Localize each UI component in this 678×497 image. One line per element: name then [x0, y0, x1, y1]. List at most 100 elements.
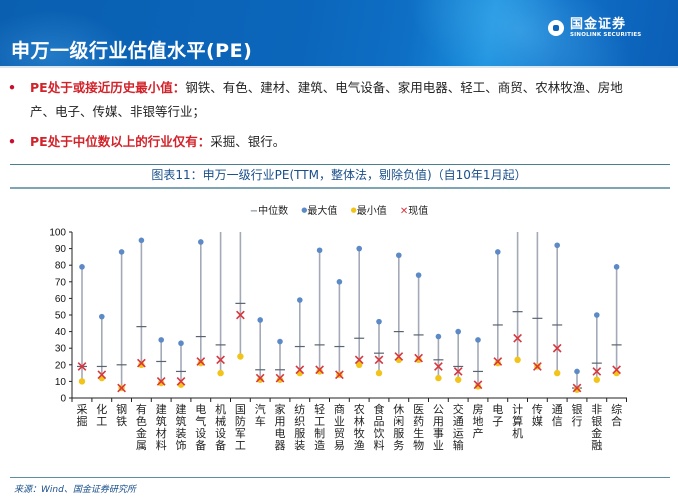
current-point	[374, 355, 384, 365]
source-note: 来源：Wind、国金证券研究所	[14, 485, 136, 495]
x-tick-label: 服	[393, 427, 404, 440]
current-point	[493, 357, 503, 366]
y-tick-label: 100	[49, 228, 66, 239]
min-point	[217, 369, 224, 377]
logo-cn: 国金证券	[570, 17, 627, 32]
current-point	[414, 353, 423, 363]
min-point	[257, 376, 264, 383]
legend-min-label: 最小值	[356, 206, 387, 217]
min-point	[514, 356, 521, 364]
x-tick-label: 银	[591, 414, 602, 428]
bullet-list: • PE处于或接近历史最小值：钢铁、有色、建材、建筑、电气设备、家用电器、轻工、…	[8, 76, 673, 154]
x-tick-label: 贸	[334, 427, 345, 440]
x-tick-label: 设	[215, 427, 226, 440]
x-tick-label: 电	[492, 403, 503, 416]
y-tick-label: 60	[55, 294, 67, 305]
max-point	[99, 313, 105, 320]
max-point	[376, 318, 382, 325]
current-point	[552, 343, 562, 353]
min-point	[494, 359, 501, 367]
current-point	[434, 362, 443, 371]
current-point	[196, 357, 206, 366]
x-tick-label: 料	[156, 438, 167, 452]
x-tick-label: 材	[156, 426, 167, 440]
x-tick-label: 铁	[116, 415, 127, 428]
figure-title: 图表11：申万一级行业PE(TTM，整体法，剔除负值)（自10年1月起）	[151, 168, 527, 182]
min-marker-icon: ●	[350, 206, 357, 214]
current-point	[255, 373, 265, 383]
x-tick-label: 牧	[354, 426, 365, 440]
x-tick-label: 防	[235, 414, 246, 428]
min-point	[455, 376, 462, 383]
x-tick-label: 制	[314, 427, 325, 440]
x-tick-label: 食	[374, 402, 385, 416]
footer-divider	[10, 477, 670, 478]
min-point	[356, 361, 363, 368]
x-tick-label: 非	[591, 403, 602, 416]
x-tick-label: 金	[591, 426, 602, 440]
current-point	[315, 365, 324, 375]
x-tick-label: 化	[96, 402, 107, 416]
max-point	[118, 249, 125, 255]
x-tick-label: 产	[473, 426, 484, 440]
x-tick-label: 筑	[176, 414, 187, 428]
current-point	[77, 362, 87, 371]
bullet-dot-icon: •	[8, 80, 16, 95]
x-tick-label: 融	[591, 439, 602, 452]
legend-min: ●最小值	[351, 206, 387, 217]
x-tick-label: 掘	[77, 414, 88, 428]
x-tick-label: 建	[176, 402, 187, 416]
min-point	[474, 383, 482, 390]
x-tick-label: 备	[195, 438, 206, 452]
current-point	[156, 377, 166, 386]
x-tick-label: 闲	[393, 414, 404, 428]
min-point	[554, 369, 561, 377]
x-tick-label: 车	[255, 414, 266, 428]
current-point	[612, 365, 621, 375]
legend-max: ●最大值	[301, 206, 337, 217]
x-tick-label: 生	[413, 426, 424, 440]
logo-en: SINOLINK SECURITIES	[570, 32, 642, 38]
max-point	[316, 247, 323, 254]
min-point	[158, 379, 165, 387]
x-tick-label: 钢	[116, 403, 127, 416]
y-tick-label: 90	[55, 244, 67, 255]
header-divider	[0, 66, 678, 68]
x-tick-label: 信	[552, 415, 563, 428]
x-tick-label: 输	[453, 438, 464, 452]
x-tick-label: 设	[195, 427, 206, 440]
max-point	[178, 340, 184, 347]
x-tick-label: 用	[275, 415, 286, 428]
x-tick-label: 渔	[354, 439, 365, 452]
y-tick-label: 0	[60, 394, 66, 405]
x-tick-label: 药	[413, 415, 424, 428]
max-point	[574, 368, 580, 375]
max-point	[554, 242, 560, 249]
pe-range-chart: 0102030405060708090100采掘化工钢铁有色金属建筑材料建筑装饰…	[49, 228, 627, 452]
min-point	[593, 376, 600, 383]
x-tick-label: 计	[512, 403, 523, 416]
current-point	[513, 333, 522, 343]
max-point	[158, 337, 164, 343]
current-marker-icon: ✕	[399, 206, 409, 217]
figure-divider-top	[10, 164, 670, 165]
max-point	[435, 333, 442, 340]
x-tick-label: 事	[433, 427, 444, 440]
x-tick-label: 料	[374, 438, 385, 452]
y-tick-label: 10	[55, 377, 67, 388]
x-tick-label: 农	[354, 402, 365, 416]
company-logo: 国金证券 SINOLINK SECURITIES	[548, 18, 641, 39]
min-point	[435, 374, 442, 382]
x-tick-label: 电	[275, 427, 286, 440]
x-tick-label: 汽	[255, 402, 266, 416]
x-tick-label: 装	[294, 439, 305, 452]
max-point	[257, 317, 264, 323]
x-tick-label: 军	[235, 427, 246, 440]
x-tick-label: 银	[572, 402, 583, 416]
legend-current-label: 现值	[408, 206, 429, 217]
x-tick-label: 装	[176, 427, 187, 440]
x-tick-label: 媒	[532, 415, 543, 428]
x-tick-label: 传	[532, 403, 543, 416]
min-point	[276, 376, 284, 383]
x-tick-label: 器	[275, 439, 286, 452]
